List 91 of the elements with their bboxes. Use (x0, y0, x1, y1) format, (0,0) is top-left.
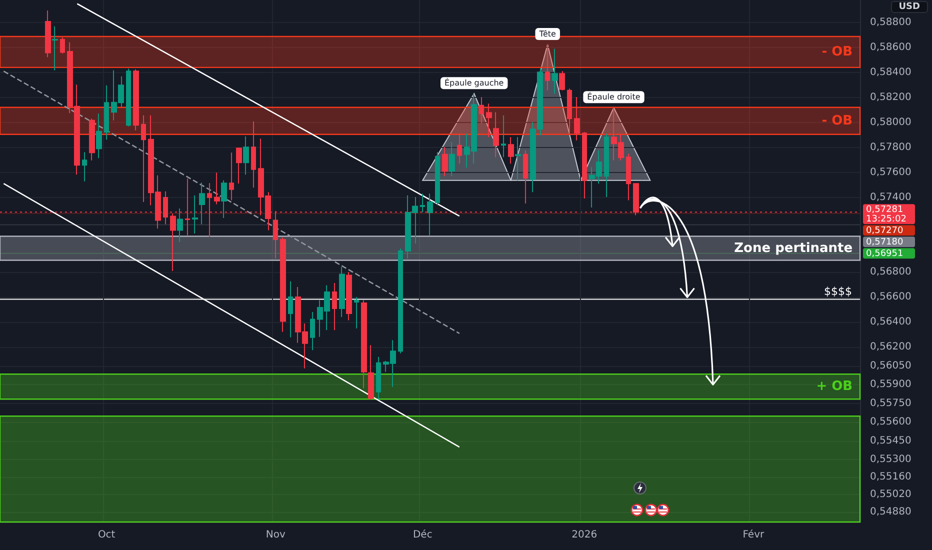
candlestick (280, 237, 286, 332)
candlestick (567, 88, 572, 134)
ref-line-label: 0,56951 (866, 249, 904, 260)
y-tick-label: 0,55600 (870, 416, 912, 428)
candlestick (501, 114, 506, 158)
candlestick (354, 296, 359, 329)
ref-line-label: 0,57281 13:25:02 (866, 205, 906, 225)
y-tick-label: 0,58400 (870, 66, 912, 78)
y-tick-label: 0,56050 (870, 360, 912, 372)
y-tick-label: 0,55900 (870, 379, 912, 390)
candlestick (398, 248, 403, 354)
candlestick (604, 133, 609, 198)
y-tick-label: 0,56800 (870, 266, 912, 278)
candlestick (435, 152, 440, 206)
ref-line-label: $$$$ (824, 285, 852, 298)
y-tick-label: 0,57600 (870, 166, 912, 178)
y-tick-label: 0,55450 (870, 435, 912, 446)
candlestick (442, 146, 448, 177)
y-tick-label: 0,57400 (870, 192, 912, 203)
ref-line-label: 0,57180 (866, 238, 904, 248)
candlestick (126, 68, 131, 127)
y-tick-label: 0,58600 (870, 42, 912, 53)
candlestick (427, 193, 433, 236)
candlestick (559, 70, 565, 91)
candlestick (288, 280, 293, 338)
band-label: Zone pertinante (734, 240, 853, 256)
candlestick (545, 44, 550, 91)
candlestick (449, 142, 455, 177)
y-tick-label: 0,54880 (870, 506, 912, 518)
candlestick (574, 96, 580, 141)
candlestick (486, 103, 492, 138)
ref-line-label: 0,57270 (866, 226, 904, 236)
x-tick-label: Déc (412, 530, 432, 540)
candlestick (229, 152, 234, 201)
x-tick-label: Oct (98, 530, 116, 540)
candlestick (310, 311, 315, 351)
candlestick (493, 112, 499, 158)
candlestick (457, 133, 462, 164)
candlestick (339, 266, 345, 318)
candlestick (133, 68, 139, 131)
candlestick (376, 356, 381, 400)
candlestick (251, 120, 256, 188)
y-tick-label: 0,58000 (870, 116, 912, 128)
candlestick (626, 153, 631, 201)
x-tick-label: Févr (742, 530, 765, 540)
annotation: Épaule gauche (444, 78, 504, 88)
candlestick (192, 194, 198, 234)
annotation: Tête (538, 29, 556, 38)
y-tick-label: 0,55300 (870, 454, 912, 466)
annotation: Épaule droite (587, 92, 640, 102)
candlestick (236, 147, 242, 184)
candlestick (177, 208, 183, 243)
candlestick (52, 26, 58, 71)
candlestick (221, 180, 227, 219)
candlestick (332, 282, 337, 331)
y-tick-label: 0,58800 (870, 16, 912, 28)
candlestick (104, 84, 109, 140)
candlestick (508, 136, 514, 164)
band-label: + OB (816, 379, 853, 394)
band-label: - OB (822, 113, 853, 128)
y-tick-label: 0,55160 (870, 472, 912, 483)
candlestick (346, 271, 352, 321)
candlestick (368, 344, 374, 400)
candlestick (582, 132, 587, 200)
candlestick (45, 10, 51, 58)
y-tick-label: 0,55020 (870, 489, 912, 500)
y-tick-label: 0,58200 (870, 92, 912, 103)
candlestick (214, 172, 220, 205)
candlestick (89, 118, 95, 161)
candlestick (170, 213, 176, 272)
candlestick (243, 136, 249, 176)
candlestick (96, 113, 102, 159)
candlestick (479, 96, 484, 124)
candlestick (552, 48, 558, 94)
band-label: - OB (822, 44, 853, 60)
candlestick (515, 136, 521, 181)
candlestick (141, 114, 146, 203)
candlestick (82, 152, 87, 182)
y-tick-label: 0,56600 (870, 292, 912, 303)
y-axis-title: USD (890, 1, 928, 13)
candlestick (199, 182, 205, 225)
y-tick-label: 0,57800 (870, 142, 912, 153)
x-tick-label: Nov (266, 530, 286, 540)
candlestick (60, 36, 65, 54)
candlestick (420, 193, 425, 213)
y-tick-label: 0,56400 (870, 316, 912, 328)
y-tick-label: 0,55750 (870, 398, 912, 409)
candlestick (523, 150, 528, 204)
y-tick-label: 0,56200 (870, 342, 912, 353)
candlestick (361, 300, 367, 389)
x-tick-label: 2026 (572, 530, 598, 540)
